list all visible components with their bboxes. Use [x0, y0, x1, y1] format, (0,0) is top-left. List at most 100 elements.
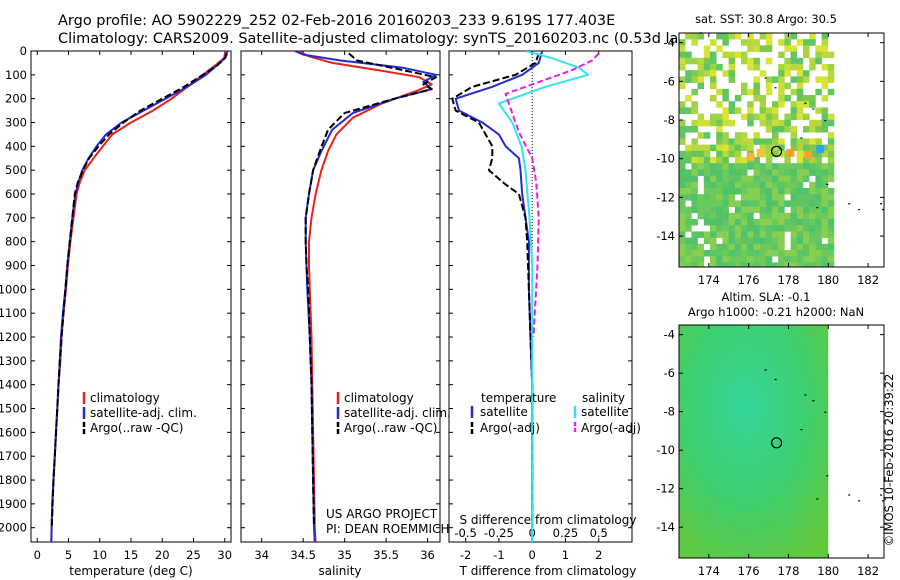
- sst-cell: [784, 163, 791, 170]
- y-tick-label: 200: [5, 92, 27, 106]
- sst-cell: [747, 243, 754, 251]
- sst-cell: [728, 70, 736, 77]
- island-speck: [882, 208, 884, 211]
- sst-cell: [703, 169, 711, 176]
- sst-cell: [790, 126, 798, 133]
- sst-cell: [703, 181, 711, 189]
- sst-cell: [790, 181, 798, 189]
- sst-cell: [827, 175, 835, 183]
- legend-t-satellite-label: satellite: [480, 405, 528, 419]
- title-line-2: Climatology: CARS2009. Satellite-adjuste…: [58, 31, 705, 47]
- x-tick-label: 36: [420, 548, 435, 562]
- sst-cell: [796, 107, 804, 114]
- sst-cell: [722, 119, 729, 127]
- sst-cell: [809, 200, 816, 207]
- island-speck: [826, 475, 829, 477]
- sst-cell: [753, 181, 760, 189]
- sst-cell: [821, 256, 829, 263]
- sst-cell: [803, 237, 810, 245]
- sst-cell: [796, 163, 804, 170]
- sst-cell: [703, 175, 711, 183]
- sst-cell: [815, 219, 822, 226]
- sst-cell: [710, 169, 717, 176]
- sst-cell: [716, 169, 723, 176]
- sst-cell: [722, 256, 729, 263]
- sst-cell: [765, 82, 773, 90]
- sst-cell: [815, 200, 822, 207]
- x-tick-label: 35.5: [373, 548, 399, 562]
- sst-cell: [803, 188, 810, 195]
- sst-cell: [815, 231, 822, 238]
- sst-cell: [815, 51, 822, 59]
- sst-cell: [821, 181, 829, 189]
- sst-cell: [685, 95, 692, 102]
- sst-cell: [741, 88, 748, 96]
- sst-cell: [784, 169, 791, 176]
- sst-cell: [747, 33, 754, 40]
- sst-cell: [796, 206, 804, 214]
- legend-s-argo-label: Argo(-adj): [581, 421, 641, 435]
- sst-cell: [747, 138, 754, 145]
- sst-cell: [815, 45, 822, 52]
- x-tick-label: -1: [493, 548, 504, 562]
- sst-cell: [803, 95, 810, 102]
- sst-cell: [741, 175, 748, 183]
- y-tick-label: 800: [5, 235, 27, 249]
- sst-cell: [722, 262, 729, 267]
- y-tick-label: 100: [5, 68, 27, 82]
- sst-cell: [741, 256, 748, 263]
- sst-cell: [685, 144, 692, 152]
- sst-cell: [772, 231, 779, 238]
- sst-cell: [679, 126, 686, 133]
- sst-cell: [710, 57, 717, 65]
- sst-cell: [753, 39, 760, 46]
- sst-cell: [728, 219, 736, 226]
- sst-cell: [772, 225, 779, 232]
- sst-cell: [728, 250, 736, 257]
- sst-cell: [747, 144, 754, 152]
- sst-cell: [803, 262, 810, 267]
- sst-cell: [821, 126, 829, 133]
- sst-cell: [796, 150, 804, 158]
- sst-anomaly-cell: [756, 148, 765, 157]
- sst-cell: [803, 206, 810, 214]
- sst-cell: [772, 144, 779, 152]
- sst-cell: [679, 250, 686, 257]
- sst-cell: [759, 113, 767, 121]
- x-tick-label: 1: [562, 548, 569, 562]
- sst-cell: [734, 132, 742, 139]
- sst-cell: [809, 219, 816, 226]
- sst-map: 174 176 178 180 182 -4 -6 -8 -10 -12 -14: [656, 33, 884, 287]
- sst-cell: [778, 212, 785, 220]
- sst-cell: [772, 138, 779, 145]
- y-tick-label: 300: [5, 116, 27, 130]
- island-speck: [880, 203, 883, 205]
- sst-cell: [728, 51, 736, 59]
- sst-cell: [697, 262, 705, 267]
- sst-cell: [753, 188, 760, 195]
- sst-cell: [772, 132, 779, 139]
- sst-cell: [710, 206, 717, 214]
- sst-cell: [685, 70, 692, 77]
- sst-cell: [815, 88, 822, 96]
- sst-cell: [803, 144, 810, 152]
- sst-cell: [691, 126, 698, 133]
- sst-cell: [734, 144, 742, 152]
- sst-cell: [710, 262, 717, 267]
- sst-cell: [784, 126, 791, 133]
- sst-cell: [685, 243, 692, 251]
- sst-cell: [710, 82, 717, 90]
- y-tick-label: -10: [656, 443, 675, 457]
- x-tick-label: 176: [738, 273, 760, 287]
- sst-cell: [809, 206, 816, 214]
- sst-cell: [722, 212, 729, 220]
- sst-cell: [796, 194, 804, 201]
- sst-cell: [809, 163, 816, 170]
- sst-cell: [815, 212, 822, 220]
- sst-cell: [685, 206, 692, 214]
- salinity-x-label: salinity: [318, 564, 361, 578]
- sst-cell: [679, 57, 686, 65]
- sst-cell: [815, 194, 822, 201]
- sst-cell: [734, 169, 742, 176]
- sst-cell: [691, 231, 698, 238]
